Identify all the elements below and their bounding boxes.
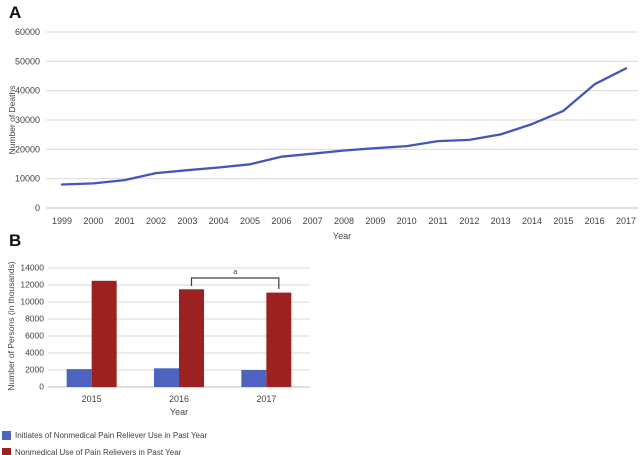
panel-b-ytick-label: 8000 — [25, 314, 44, 324]
panel-b-xtick-label: 2016 — [169, 394, 189, 404]
legend-swatch-nonmedical-use-icon — [2, 448, 11, 455]
legend-item-initiates: Initiates of Nonmedical Pain Reliever Us… — [2, 427, 207, 444]
panel-b-xtick-label: 2015 — [82, 394, 102, 404]
panel-a-ytick-label: 50000 — [15, 56, 40, 66]
significance-label: a — [233, 267, 238, 276]
panel-a-xtick-label: 2006 — [271, 216, 291, 226]
panel-b-ytick-label: 12000 — [20, 280, 44, 290]
panel-a-xtick-label: 2005 — [240, 216, 260, 226]
panel-a-xtick-label: 2009 — [365, 216, 385, 226]
panel-a-ytick-label: 30000 — [15, 115, 40, 125]
bar-2016-series-0 — [154, 368, 179, 387]
bar-2017-series-0 — [241, 370, 267, 387]
panel-a-xtick-label: 2001 — [115, 216, 135, 226]
panel-a-xtick-label: 2007 — [303, 216, 323, 226]
panel-b-x-axis-title: Year — [169, 407, 189, 417]
panel-a-xtick-label: 2003 — [177, 216, 197, 226]
panel-a-xtick-label: 2000 — [83, 216, 103, 226]
panel-b-xtick-label: 2017 — [256, 394, 276, 404]
panel-a-xtick-label: 2011 — [428, 216, 447, 226]
bar-2017-series-1 — [266, 292, 292, 387]
panel-b-ytick-label: 2000 — [25, 365, 44, 375]
legend-item-nonmedical-use: Nonmedical Use of Pain Relievers in Past… — [2, 444, 207, 455]
significance-bracket — [190, 277, 280, 289]
panel-a-xtick-label: 2012 — [459, 216, 479, 226]
panel-b-ytick-label: 6000 — [25, 331, 44, 341]
panel-a-xtick-label: 2014 — [522, 216, 542, 226]
panel-a-xtick-label: 2013 — [491, 216, 511, 226]
panel-a-xtick-label: 2004 — [209, 216, 229, 226]
deaths-line-series — [60, 67, 628, 186]
panel-a-x-axis-title: Year — [332, 231, 352, 241]
panel-a-ytick-label: 10000 — [15, 174, 40, 184]
panel-a-ytick-label: 0 — [35, 203, 40, 213]
panel-a-xtick-label: 2017 — [616, 216, 636, 226]
panel-b-ytick-label: 0 — [39, 382, 44, 392]
bar-2015-series-0 — [66, 369, 92, 387]
panel-a-xtick-label: 2002 — [146, 216, 166, 226]
panel-a-xtick-label: 2015 — [553, 216, 573, 226]
panel-a-xtick-label: 2010 — [397, 216, 417, 226]
legend-swatch-initiates-icon — [2, 431, 11, 440]
panel-a-label: A — [9, 3, 22, 22]
panel-b-ytick-label: 14000 — [20, 263, 44, 273]
legend-label-nonmedical-use: Nonmedical Use of Pain Relievers in Past… — [15, 448, 182, 455]
panel-b-ytick-label: 10000 — [20, 297, 44, 307]
panel-a-ytick-label: 20000 — [15, 144, 40, 154]
panel-a-xtick-label: 2016 — [585, 216, 605, 226]
panel-a-xtick-label: 1999 — [52, 216, 72, 226]
panel-a-ytick-label: 60000 — [15, 27, 40, 37]
panel-a-xtick-label: 2008 — [334, 216, 354, 226]
panel-b-ytick-label: 4000 — [25, 348, 44, 358]
panel-a-ytick-label: 40000 — [15, 86, 40, 96]
bar-2015-series-1 — [91, 280, 117, 388]
bar-2016-series-1 — [179, 289, 204, 388]
legend-label-initiates: Initiates of Nonmedical Pain Reliever Us… — [15, 431, 208, 440]
panel-b-label: B — [9, 231, 22, 250]
legend: Initiates of Nonmedical Pain Reliever Us… — [2, 427, 207, 455]
